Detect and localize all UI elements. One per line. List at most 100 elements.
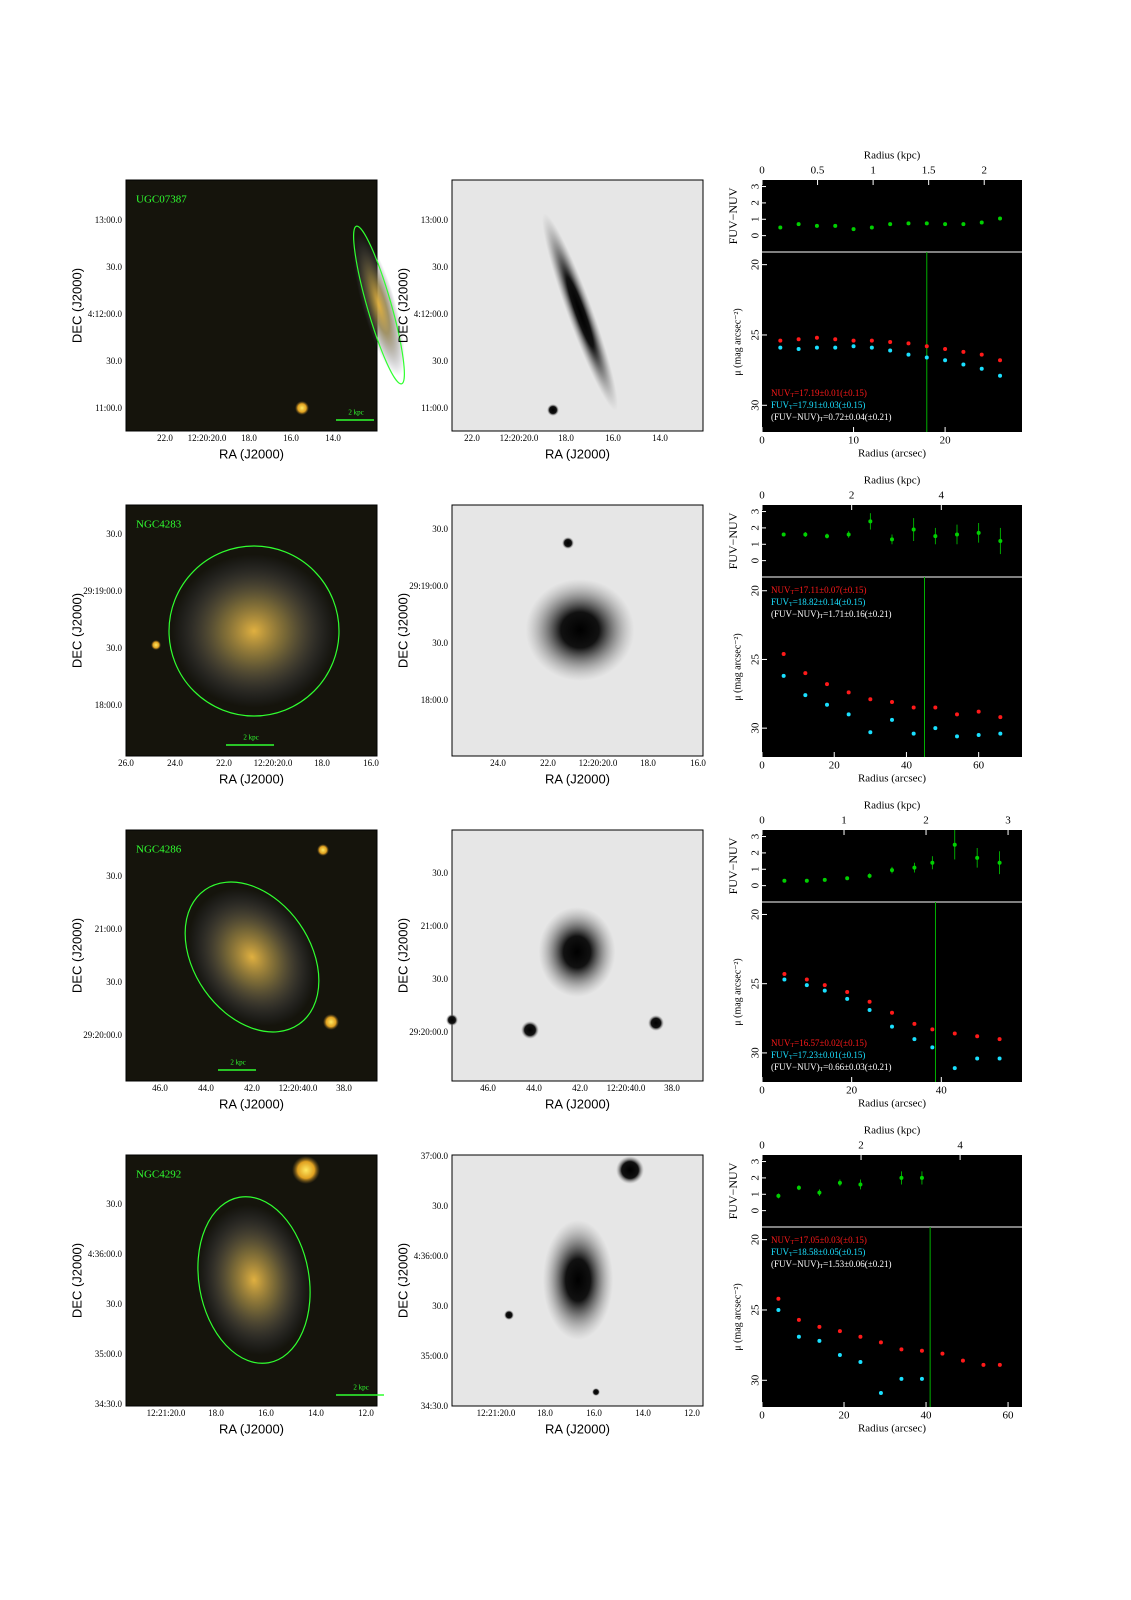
ra-tick-label: 12:21:20.0 [477,1408,516,1418]
dec-tick-label: 30.0 [432,262,448,272]
annotation: NUVT=17.19±0.01(±0.15) [771,388,867,399]
fuv-point [933,726,938,731]
color-point [961,222,966,227]
fuv-point [952,1066,957,1071]
annotation-band: NUV [771,1235,791,1245]
ra-tick-label: 42.0 [572,1083,588,1093]
annotation-band: (FUV−NUV) [771,412,820,422]
y-tick-label: 20 [750,908,762,920]
kpc-tick-label: 2 [858,1140,864,1152]
ra-tick-label: 18.0 [241,433,257,443]
nuv-point [975,1034,980,1039]
annotation-sub: T [820,1067,824,1073]
kpc-axis-label: Radius (kpc) [864,1125,921,1137]
dec-tick-label: 30.0 [432,1301,448,1311]
fuv-point [804,983,809,988]
color-point [822,877,827,882]
star [648,1015,664,1031]
nuv-point [912,1021,917,1026]
nuv-point [851,338,856,343]
star [295,401,309,415]
ra-tick-label: 38.0 [336,1083,352,1093]
fuv-point [955,734,959,739]
star [292,1156,320,1184]
fuv-point [781,673,786,678]
y-tick-label: 25 [750,653,762,665]
nuv-point [814,335,819,340]
annotation-sub: T [820,1264,824,1270]
annotation-band: (FUV−NUV) [771,1062,820,1072]
galaxy-glow [171,554,337,708]
fuv-point [997,1056,1002,1061]
ra-tick-label: 22.0 [464,433,480,443]
color-tick-label: 0 [750,557,762,563]
fuv-point [998,373,1003,378]
dec-axis-label: DEC (J2000) [69,1243,84,1318]
nuv-point [782,972,787,976]
color-tick-label: 0 [750,232,762,238]
color-point [943,222,948,227]
color-point [911,527,916,532]
annotation-band: (FUV−NUV) [771,609,820,619]
star [323,1014,339,1030]
nuv-point [979,352,984,357]
nuv-point [796,1317,801,1322]
dec-tick-label: 29:19:00.0 [83,586,122,596]
star [504,1310,514,1320]
annotation-sub: T [789,602,793,608]
color-tick-label: 0 [750,882,762,888]
galaxy-name: NGC4292 [136,1169,181,1181]
kpc-tick-label: 0 [759,1140,765,1152]
color-point [803,532,808,537]
kpc-tick-label: 4 [939,490,945,502]
ra-tick-label: 18.0 [314,758,330,768]
gray-image [451,1154,704,1407]
color-point [906,221,911,226]
ra-tick-label: 14.0 [652,433,668,443]
nuv-point [845,990,850,994]
y-tick-label: 25 [750,978,762,990]
annotation-band: FUV [771,400,790,410]
dec-tick-label: 35:00.0 [421,1351,449,1361]
fuv-point [890,717,894,722]
color-point [867,873,872,878]
x-tick-label: 20 [940,435,952,447]
annotation-sub: T [791,590,795,596]
annotation-sub: T [791,1240,795,1246]
ra-tick-label: 44.0 [526,1083,542,1093]
annotation: FUVT=18.58±0.05(±0.15) [771,1247,865,1258]
annotation-band: NUV [771,388,791,398]
color-tick-label: 1 [750,1192,762,1198]
nuv-point [997,1037,1002,1042]
dec-axis-label: DEC (J2000) [395,1243,410,1318]
star [446,1014,458,1026]
dec-tick-label: 21:00.0 [421,921,449,931]
x-tick-label: 40 [921,1410,933,1422]
y-tick-label: 20 [750,259,762,271]
dec-tick-label: 13:00.0 [421,215,449,225]
color-point [919,1175,924,1180]
kpc-axis-label: Radius (kpc) [864,150,921,162]
annotation: FUVT=18.82±0.14(±0.15) [771,597,865,608]
color-point [952,842,957,847]
color-tick-label: 0 [750,1207,762,1213]
ra-tick-label: 24.0 [167,758,183,768]
ra-axis-label: RA (J2000) [545,446,610,461]
ra-axis-label: RA (J2000) [545,771,610,786]
fuv-point [833,345,838,350]
dec-tick-label: 30.0 [106,356,122,366]
nuv-point [846,690,851,695]
y-tick-label: 30 [750,722,762,734]
color-point [890,868,894,873]
mu-axis-label: μ (mag arcsec⁻²) [732,633,743,701]
annotation-band: NUV [771,585,791,595]
annotation-value: =17.05±0.03(±0.15) [794,1235,867,1245]
color-point [845,876,850,881]
star [521,1021,539,1039]
scale-bar-label: 2 kpc [243,734,258,742]
ra-tick-label: 18.0 [640,758,656,768]
fuv-point [878,1390,883,1395]
ra-tick-label: 18.0 [537,1408,553,1418]
kpc-axis-label: Radius (kpc) [864,800,921,812]
color-point [912,865,917,870]
